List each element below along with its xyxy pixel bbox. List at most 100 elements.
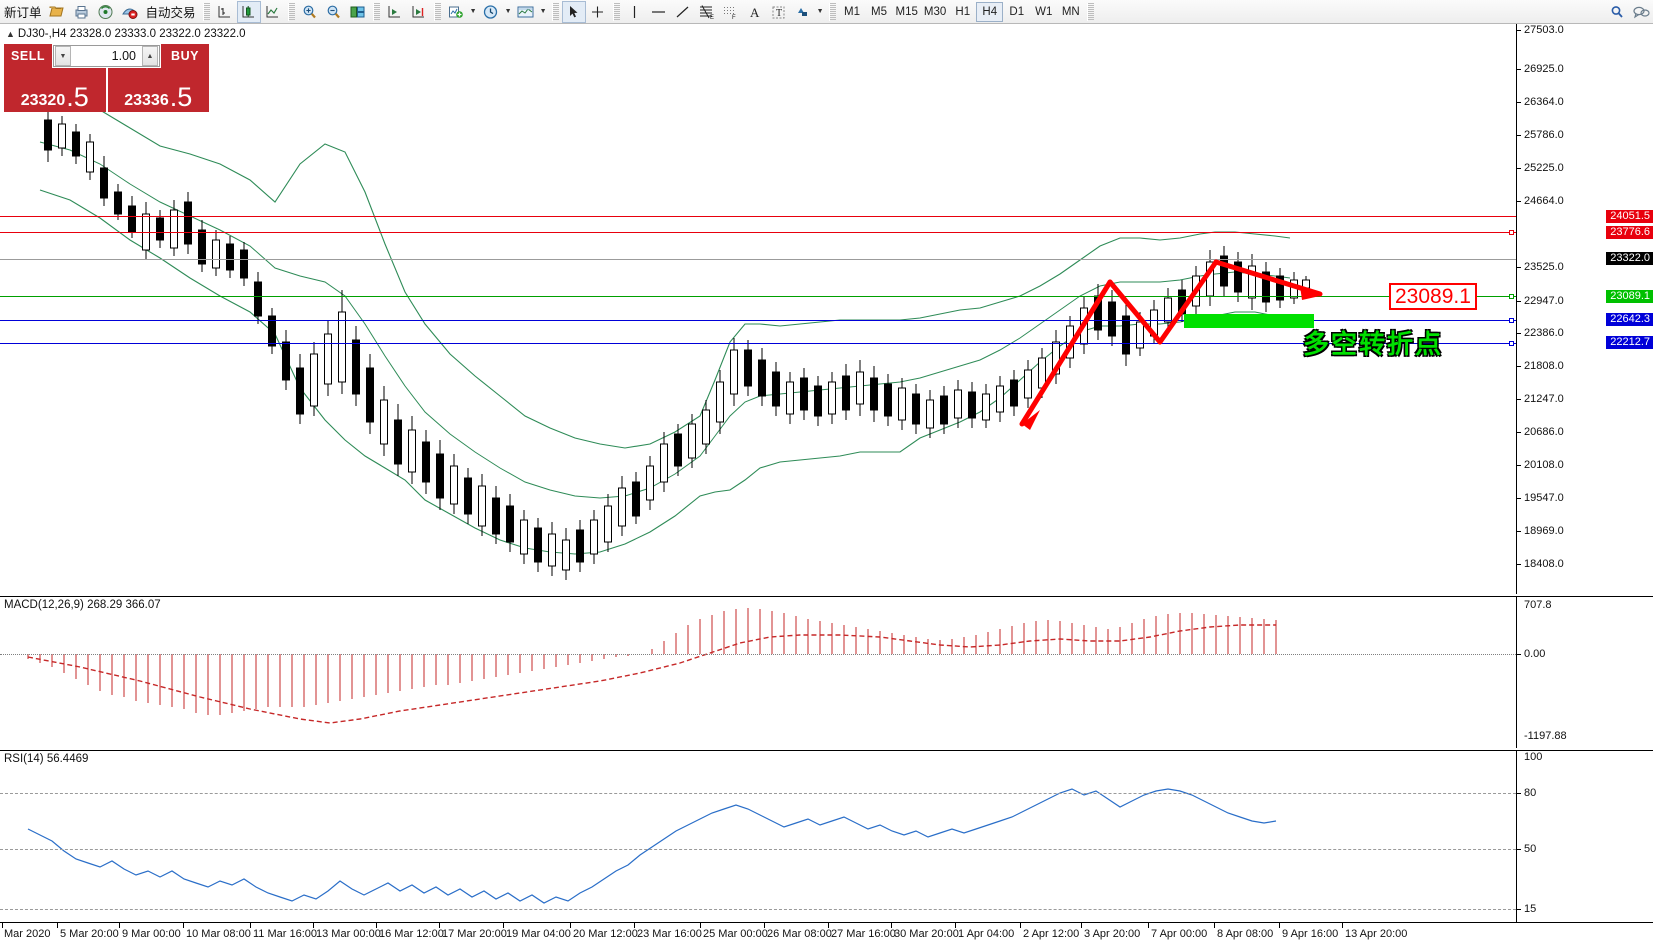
macd-axis[interactable]: 707.8 0.00 -1197.88 <box>1516 597 1653 748</box>
autotrade-button[interactable]: 自动交易 <box>145 6 196 20</box>
timeframe-m30[interactable]: M30 <box>923 5 947 18</box>
shift-end-icon[interactable] <box>407 1 431 23</box>
symbol-ohlc-text: DJ30-,H4 23328.0 23333.0 23322.0 23322.0 <box>17 28 246 40</box>
price-axis[interactable]: 27503.0 26925.0 26364.0 25786.0 25225.0 … <box>1516 24 1653 594</box>
cursor-icon[interactable] <box>561 0 586 23</box>
period-clock-icon[interactable] <box>479 1 503 23</box>
main-chart-pane[interactable]: 23089.1 多空转折点 27503.0 26925.0 26364.0 25… <box>0 24 1653 594</box>
level-handle-22212[interactable] <box>1509 341 1514 346</box>
time-label: 26 Mar 08:00 <box>767 928 832 940</box>
bollinger-upper-band <box>39 93 1291 449</box>
folder-icon[interactable] <box>46 1 70 23</box>
search-icon[interactable] <box>1605 1 1629 23</box>
macd-label: MACD(12,26,9) 268.29 366.07 <box>4 599 161 611</box>
templates-dropdown-arrow[interactable]: ▼ <box>539 8 547 15</box>
time-axis[interactable]: Mar 2020 5 Mar 20:00 9 Mar 00:00 10 Mar … <box>0 922 1653 949</box>
signal-icon[interactable] <box>94 1 118 23</box>
fibonacci-icon[interactable]: E <box>695 1 719 23</box>
level-line-23089 <box>0 296 1516 297</box>
templates-icon[interactable] <box>514 1 538 23</box>
time-tick <box>634 923 635 928</box>
price-tick: 26925.0 <box>1517 63 1564 75</box>
timeframe-h4[interactable]: H4 <box>976 1 1004 22</box>
volume-decrease-button[interactable]: ▼ <box>55 46 71 66</box>
time-label: 11 Mar 16:00 <box>253 928 318 940</box>
indicators-icon[interactable] <box>444 1 468 23</box>
macd-histogram <box>27 608 1277 715</box>
shapes-icon[interactable] <box>791 1 815 23</box>
svg-text:E: E <box>710 15 714 20</box>
price-tag-support-blue-1[interactable]: 22642.3 <box>1606 313 1653 326</box>
candlestick-chart-icon[interactable] <box>236 0 261 23</box>
rsi-tick: 50 <box>1517 843 1536 855</box>
chat-icon[interactable] <box>1629 1 1653 23</box>
timeframe-m5[interactable]: M5 <box>871 5 888 18</box>
crosshair-icon[interactable] <box>586 1 610 23</box>
shapes-dropdown-arrow[interactable]: ▼ <box>816 8 824 15</box>
macd-pane[interactable]: MACD(12,26,9) 268.29 366.07 <box>0 596 1653 748</box>
price-tick: 25786.0 <box>1517 129 1564 141</box>
time-tick <box>57 923 58 928</box>
time-label: 25 Mar 00:00 <box>703 928 768 940</box>
macd-tick: 0.00 <box>1517 648 1545 660</box>
price-tag-last[interactable]: 23322.0 <box>1606 252 1653 265</box>
printer-icon[interactable] <box>70 1 94 23</box>
price-tick: 26364.0 <box>1517 96 1564 108</box>
period-dropdown-arrow[interactable]: ▼ <box>504 8 512 15</box>
tile-windows-icon[interactable] <box>346 1 370 23</box>
bar-chart-icon[interactable] <box>213 1 237 23</box>
zoom-out-icon[interactable] <box>322 1 346 23</box>
fibo-fan-icon[interactable]: F <box>719 1 743 23</box>
new-order-button[interactable]: 新订单 <box>4 6 42 20</box>
level-handle-23776[interactable] <box>1509 230 1514 235</box>
price-tick: 24664.0 <box>1517 195 1564 207</box>
timeframe-h1[interactable]: H1 <box>955 5 971 18</box>
main-chart-canvas[interactable]: 23089.1 多空转折点 <box>0 24 1516 594</box>
time-label: 9 Mar 00:00 <box>122 928 181 940</box>
price-tick: 21247.0 <box>1517 393 1564 405</box>
volume-stepper[interactable]: ▼ 1.00 ▲ <box>53 45 160 67</box>
timeframe-m1[interactable]: M1 <box>844 5 861 18</box>
expert-advisor-icon[interactable] <box>118 1 142 23</box>
volume-increase-button[interactable]: ▲ <box>142 46 158 66</box>
shift-start-icon[interactable] <box>383 1 407 23</box>
horizontal-line-icon[interactable] <box>647 1 671 23</box>
price-tag-support-blue-2[interactable]: 22212.7 <box>1606 336 1653 349</box>
vertical-line-icon[interactable] <box>623 1 647 23</box>
price-tag-resistance-high[interactable]: 24051.5 <box>1606 210 1653 223</box>
price-tag-resistance[interactable]: 23776.6 <box>1606 226 1653 239</box>
rsi-pane[interactable]: RSI(14) 56.4469 100 80 50 15 <box>0 750 1653 922</box>
collapse-triangle-icon[interactable]: ▲ <box>6 29 15 39</box>
zoom-in-icon[interactable] <box>298 1 322 23</box>
indicators-dropdown-arrow[interactable]: ▼ <box>469 8 477 15</box>
macd-signal-line <box>27 624 1276 724</box>
trade-panel-controls: SELL ▼ 1.00 ▲ BUY <box>4 44 209 68</box>
sell-button[interactable]: 23320 .5 <box>4 68 106 112</box>
price-tick: 27503.0 <box>1517 24 1564 36</box>
one-click-trading-panel[interactable]: SELL ▼ 1.00 ▲ BUY 23320 .5 23336 .5 <box>4 44 209 112</box>
rsi-axis[interactable]: 100 80 50 15 <box>1516 751 1653 922</box>
macd-canvas[interactable] <box>0 597 1516 748</box>
buy-button[interactable]: 23336 .5 <box>105 68 209 112</box>
buy-label[interactable]: BUY <box>161 44 209 68</box>
trade-panel-prices: 23320 .5 23336 .5 <box>4 68 209 112</box>
timeframe-d1[interactable]: D1 <box>1009 5 1025 18</box>
sell-label[interactable]: SELL <box>4 44 52 68</box>
macd-series <box>27 608 1277 724</box>
text-box-icon[interactable]: T <box>767 1 791 23</box>
level-line-23322-last <box>0 259 1516 260</box>
timeframe-w1[interactable]: W1 <box>1035 5 1053 18</box>
level-handle-23089[interactable] <box>1509 294 1514 299</box>
trendline-icon[interactable] <box>671 1 695 23</box>
text-label-icon[interactable]: A <box>743 1 767 23</box>
timeframe-mn[interactable]: MN <box>1061 5 1080 18</box>
line-chart-icon[interactable] <box>261 1 285 23</box>
volume-value[interactable]: 1.00 <box>111 49 136 63</box>
toolbar-separator <box>372 2 380 21</box>
timeframe-m15[interactable]: M15 <box>895 5 918 18</box>
level-handle-22642[interactable] <box>1509 318 1514 323</box>
time-tick <box>828 923 829 928</box>
price-tag-support-green[interactable]: 23089.1 <box>1606 290 1653 303</box>
time-label: 19 Mar 04:00 <box>506 928 571 940</box>
rsi-canvas[interactable] <box>0 751 1516 922</box>
